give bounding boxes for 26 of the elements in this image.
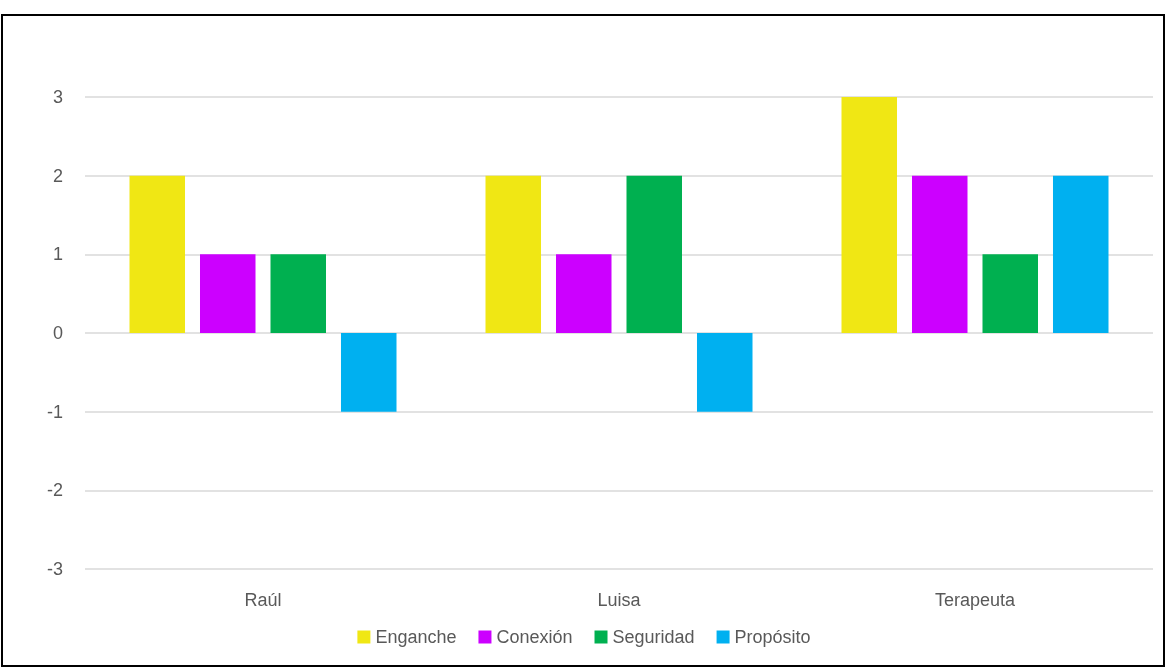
bar xyxy=(129,175,186,333)
bar xyxy=(626,175,682,333)
bar xyxy=(556,254,612,333)
x-tick-label: Luisa xyxy=(597,590,642,610)
bar xyxy=(696,333,753,412)
bar xyxy=(1052,175,1109,333)
bar xyxy=(485,175,542,333)
x-tick-label: Raúl xyxy=(244,590,282,610)
bar xyxy=(841,97,898,333)
bar xyxy=(340,333,397,412)
legend-label: Propósito xyxy=(734,627,811,647)
y-tick-label: 1 xyxy=(52,244,63,265)
legend-label: Enganche xyxy=(375,627,457,647)
y-tick-label: -3 xyxy=(46,559,63,579)
bar xyxy=(982,254,1038,333)
bar xyxy=(200,254,256,333)
y-tick-label: 3 xyxy=(52,87,63,107)
legend-label: Conexión xyxy=(496,627,573,647)
y-tick-label: 2 xyxy=(52,165,63,186)
y-tick-label: -2 xyxy=(46,480,63,501)
legend-label: Seguridad xyxy=(612,627,695,647)
bar xyxy=(912,175,968,333)
y-tick-label: -1 xyxy=(46,401,63,422)
x-tick-label: Terapeuta xyxy=(934,590,1017,610)
bar xyxy=(270,254,326,333)
y-tick-label: 0 xyxy=(52,323,63,343)
